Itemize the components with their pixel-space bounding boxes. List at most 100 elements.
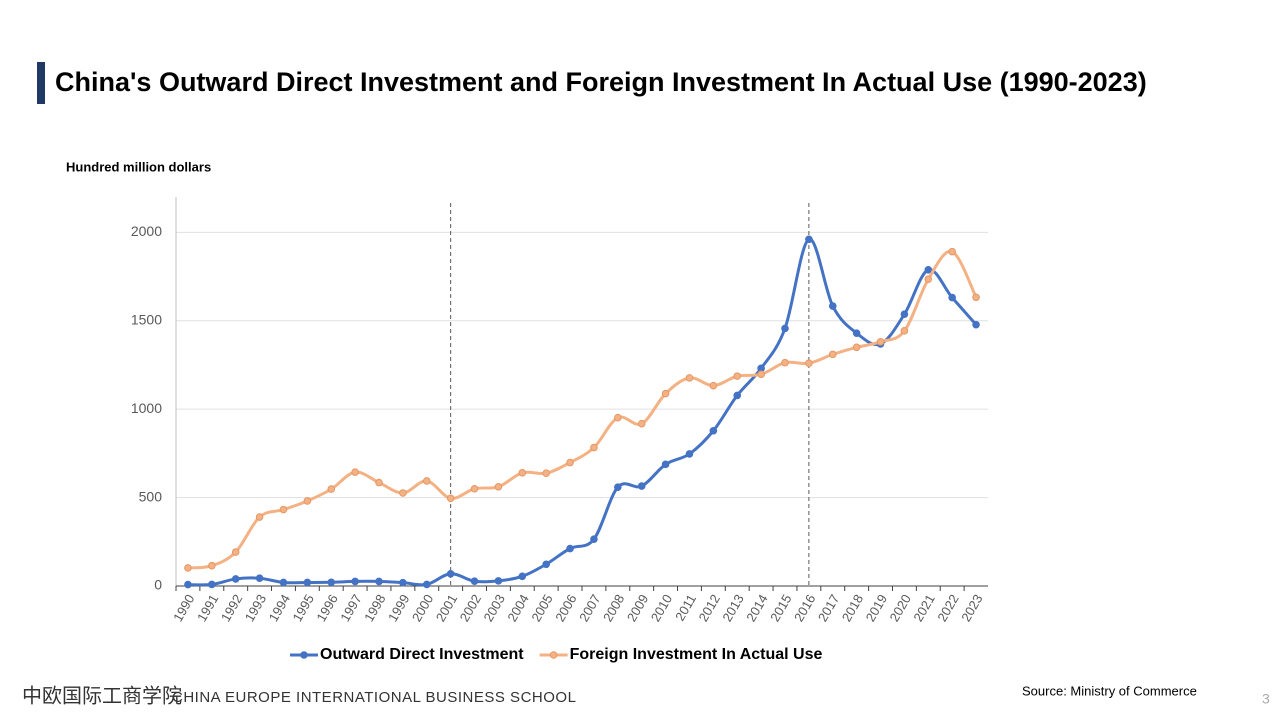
title-bar (37, 62, 45, 104)
data-point (399, 578, 407, 587)
legend-marker (300, 651, 308, 659)
data-point (757, 370, 765, 379)
x-tick-label: 2021 (910, 592, 937, 625)
x-tick-label: 1992 (218, 592, 245, 625)
x-tick-label: 2020 (887, 592, 914, 625)
x-tick-label: 1991 (194, 592, 221, 625)
y-tick-label: 2000 (131, 223, 162, 239)
x-tick-label: 2015 (767, 592, 794, 625)
data-point (709, 381, 718, 390)
y-axis-label: Hundred million dollars (66, 159, 211, 174)
x-tick-label: 2016 (791, 592, 818, 625)
x-tick-label: 2011 (672, 592, 699, 624)
data-point (852, 343, 861, 352)
data-point (661, 460, 670, 469)
data-point (876, 338, 885, 346)
data-point (446, 494, 455, 503)
data-point (422, 477, 431, 485)
data-point (637, 482, 646, 490)
x-tick-label: 2001 (433, 592, 460, 625)
x-tick-label: 2012 (695, 592, 722, 625)
data-point (661, 389, 670, 398)
slide-title: China's Outward Direct Investment and Fo… (55, 67, 1147, 97)
x-tick-label: 2019 (863, 592, 890, 625)
y-tick-label: 1000 (131, 400, 162, 416)
data-point (303, 578, 312, 587)
data-point (972, 320, 980, 329)
x-tick-label: 1998 (361, 592, 388, 625)
data-point (948, 247, 956, 256)
data-point (255, 574, 264, 583)
data-point (924, 266, 933, 274)
data-point (614, 483, 622, 491)
data-point (231, 575, 240, 583)
data-point (542, 469, 550, 477)
x-tick-label: 1994 (266, 592, 293, 625)
x-tick-label: 1995 (289, 592, 316, 625)
data-point (828, 302, 837, 310)
y-tick-label: 500 (139, 488, 163, 504)
data-point (948, 293, 956, 302)
data-point (303, 497, 312, 505)
x-tick-label: 2022 (934, 592, 961, 625)
x-tick-label: 2008 (600, 592, 627, 625)
data-point (805, 235, 813, 244)
data-point (375, 577, 383, 586)
data-point (375, 478, 383, 487)
x-tick-label: 2003 (481, 592, 508, 625)
data-point (279, 505, 288, 514)
series-line (187, 249, 978, 570)
legend-label: Foreign Investment In Actual Use (570, 646, 823, 663)
series-line (187, 237, 978, 587)
data-point (733, 372, 742, 380)
data-point (924, 275, 933, 284)
x-tick-label: 2010 (648, 592, 675, 625)
data-point (781, 324, 789, 333)
data-point (852, 329, 861, 337)
data-point (518, 572, 527, 581)
x-tick-label: 2004 (504, 592, 531, 625)
data-point (470, 577, 479, 586)
data-point (709, 426, 718, 435)
logo-chinese: 中欧国际工商学院 (22, 684, 182, 708)
x-tick-label: 1997 (337, 592, 364, 625)
data-point (208, 561, 216, 570)
data-point (590, 535, 598, 543)
data-point (351, 468, 359, 476)
data-point (184, 580, 192, 589)
data-point (566, 544, 574, 553)
data-point (542, 560, 550, 569)
data-point (399, 489, 407, 497)
x-tick-label: 2000 (409, 592, 436, 625)
source-note: Source: Ministry of Commerce (1022, 683, 1197, 698)
y-tick-label: 0 (154, 577, 162, 593)
x-tick-label: 2005 (528, 592, 555, 625)
x-tick-label: 2009 (624, 592, 651, 625)
x-tick-label: 2007 (576, 592, 603, 625)
data-point (805, 359, 813, 368)
data-point (279, 578, 288, 587)
data-point (566, 458, 574, 467)
data-point (351, 577, 359, 586)
data-point (733, 391, 742, 400)
data-point (494, 577, 503, 585)
x-tick-label: 1993 (242, 592, 269, 625)
data-point (685, 450, 694, 458)
page-number: 3 (1262, 691, 1270, 707)
x-tick-label: 1990 (170, 592, 197, 625)
data-point (614, 413, 622, 422)
data-point (446, 569, 455, 578)
data-point (208, 580, 216, 589)
data-point (494, 483, 503, 491)
data-point (470, 484, 479, 493)
data-point (590, 443, 598, 452)
x-tick-label: 2017 (815, 592, 842, 625)
data-point (828, 350, 837, 359)
data-point (327, 578, 336, 587)
legend-marker (549, 651, 558, 659)
data-point (231, 548, 240, 556)
data-point (637, 419, 646, 428)
logo-english: CHINA EUROPE INTERNATIONAL BUSINESS SCHO… (172, 689, 576, 706)
